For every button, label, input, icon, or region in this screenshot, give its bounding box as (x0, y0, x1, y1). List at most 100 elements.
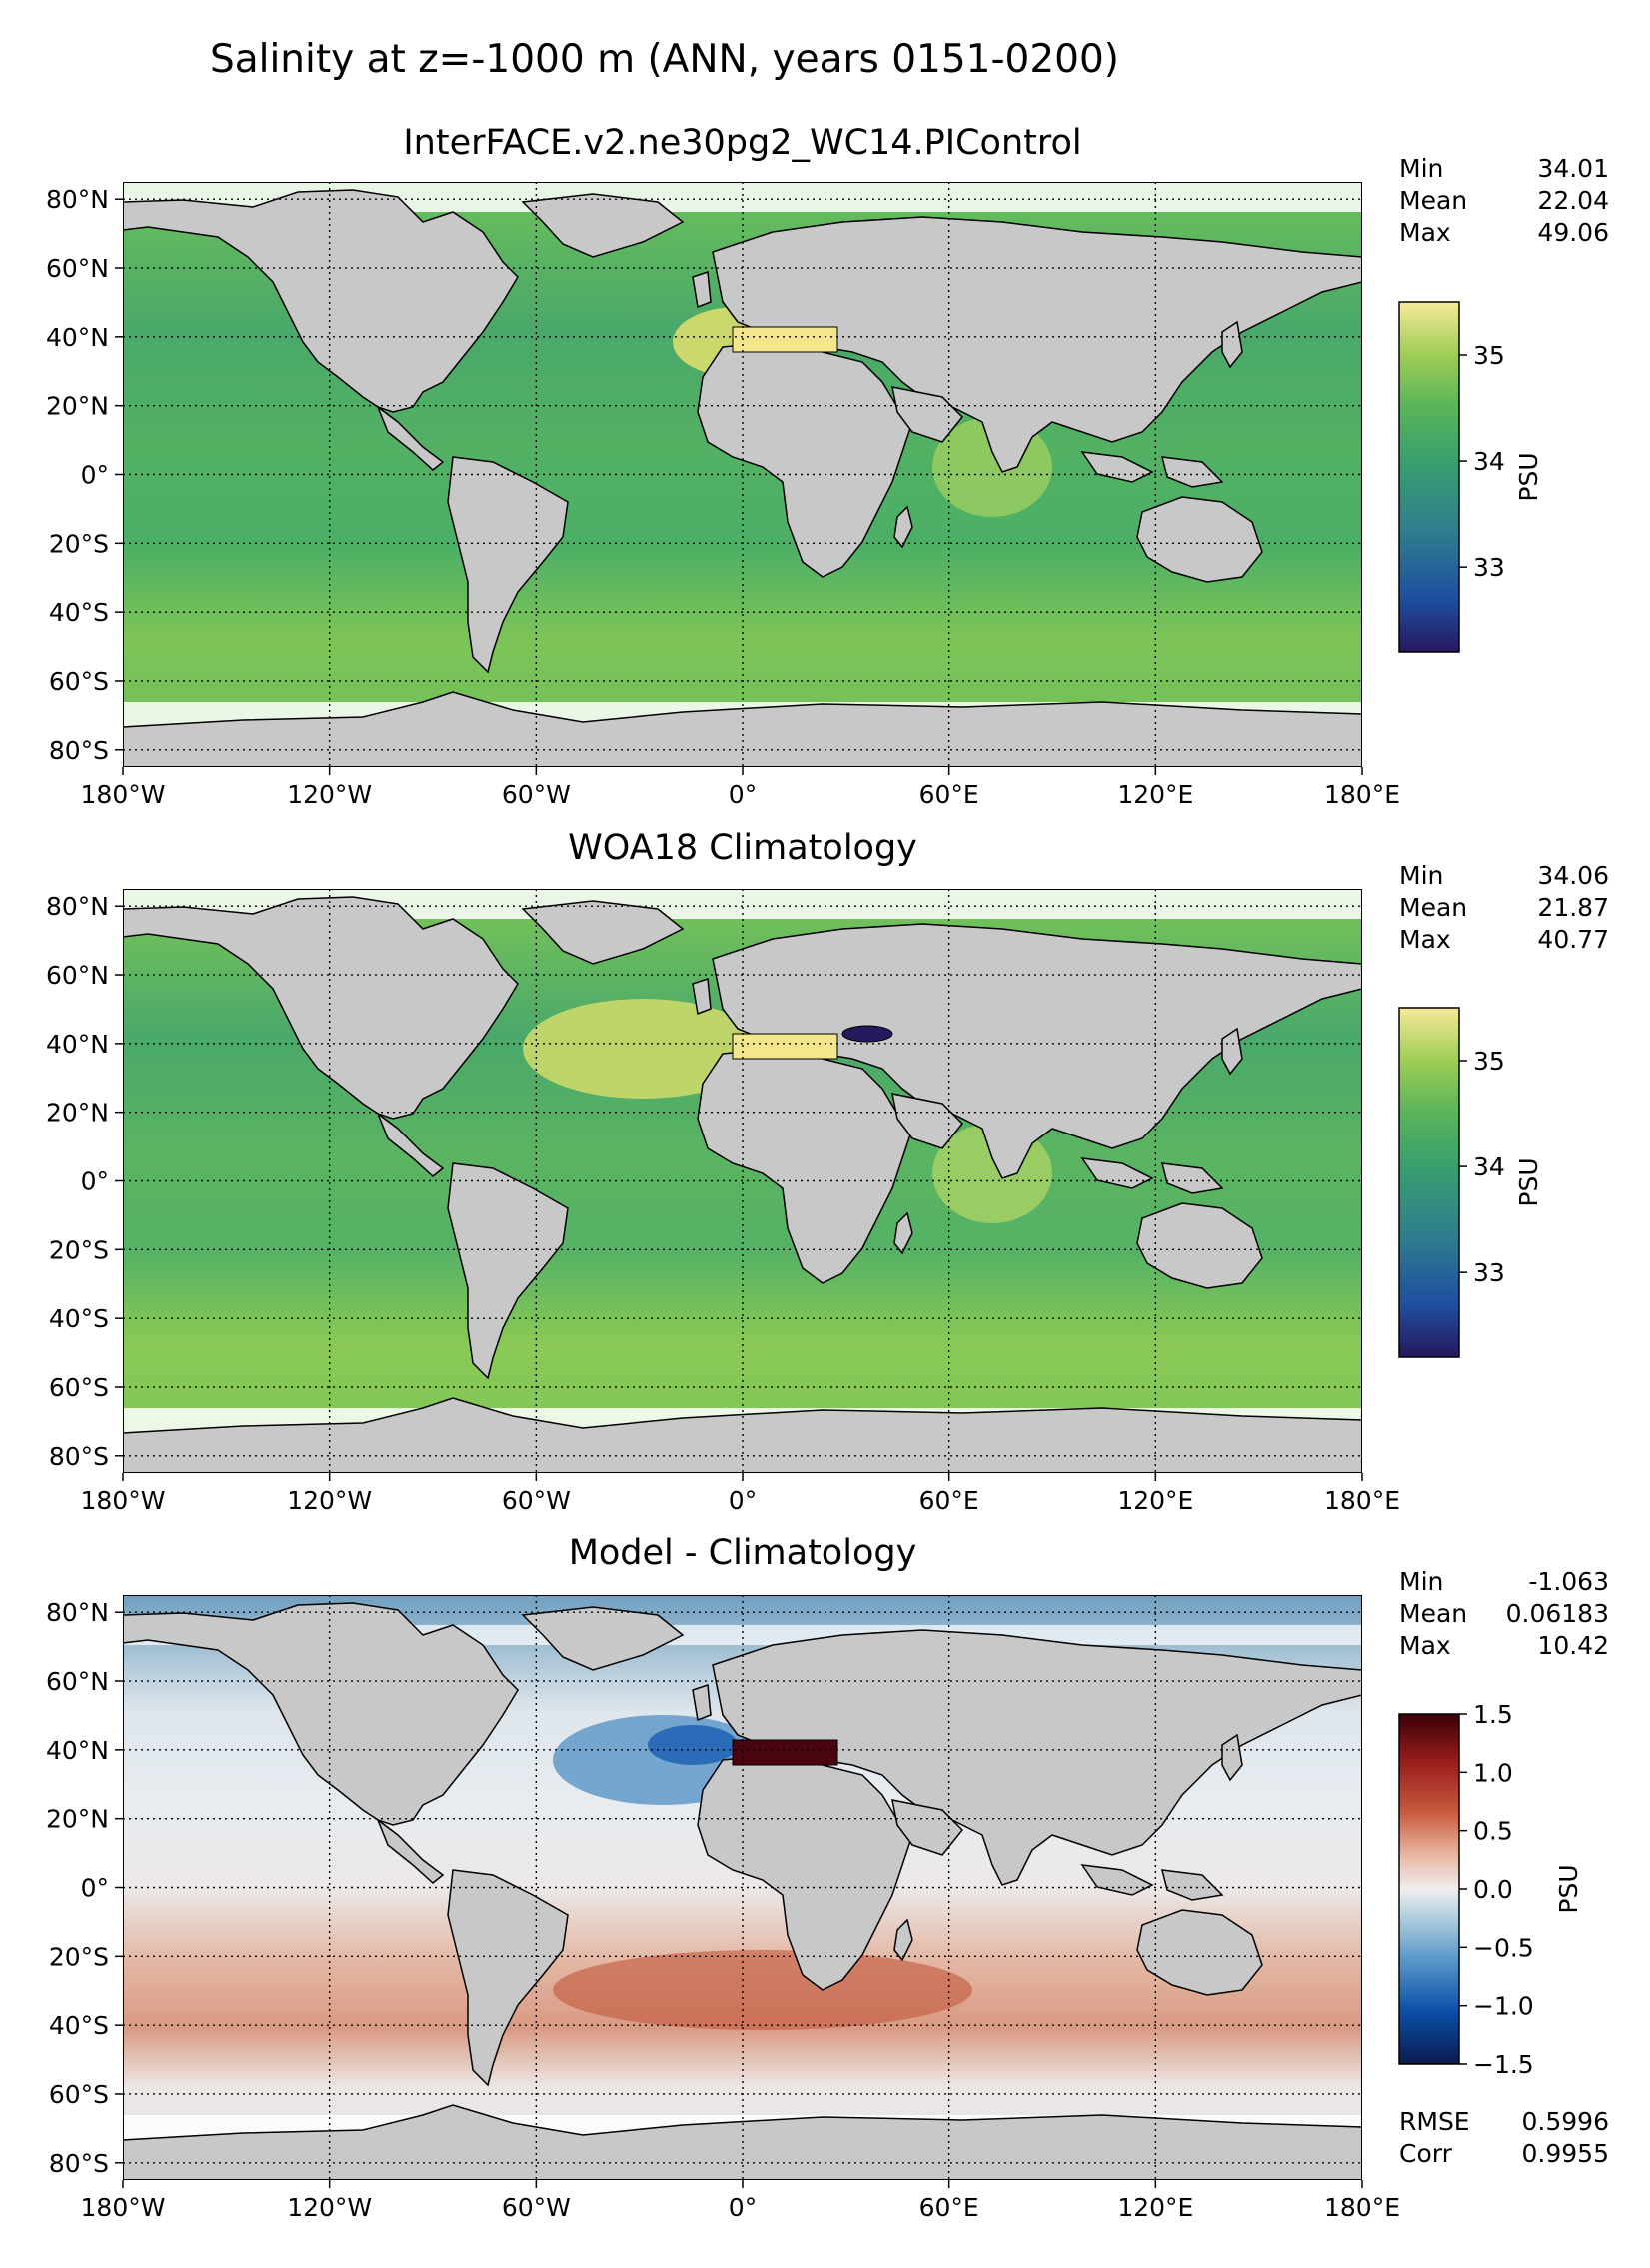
stat-value: 40.77 (1537, 925, 1609, 954)
panel-climatology: WOA18 Climatology 180°W 120°W 60°W 0° 60°E 12… (46, 828, 1609, 1515)
stat-value: 22.04 (1537, 186, 1609, 215)
figure-suptitle: Salinity at z=-1000 m (ANN, years 0151-0… (210, 37, 1119, 82)
panel-title: InterFACE.v2.ne30pg2_WC14.PIControl (403, 123, 1081, 163)
panel-model: InterFACE.v2.ne30pg2_WC14.PIControl 180°… (46, 123, 1609, 809)
stat-label: Max (1399, 1631, 1451, 1660)
stat-label: Min (1399, 154, 1443, 183)
colorbar-tick-label: 0.5 (1473, 1817, 1513, 1846)
stat-value: 10.42 (1537, 1631, 1609, 1660)
error-stats: RMSE 0.5996 Corr 0.9955 (1399, 2107, 1609, 2168)
high-salinity-atlantic (523, 999, 763, 1099)
x-axis: 180°W 120°W 60°W 0° 60°E 120°E 180°E (81, 767, 1400, 809)
stat-value: 34.01 (1537, 154, 1609, 183)
stat-label: Corr (1399, 2139, 1453, 2168)
colorbar-gradient (1398, 1007, 1460, 1358)
colorbar-gradient (1398, 1713, 1460, 2065)
x-tick-label: 0° (729, 2193, 757, 2222)
y-tick-label: 20°N (46, 1099, 109, 1128)
colorbar-tick-label: 34 (1473, 447, 1505, 476)
gridlines (123, 889, 1362, 1473)
y-tick-label: 60°S (49, 667, 109, 696)
y-tick-label: 40°S (49, 598, 109, 627)
x-tick-label: 180°W (81, 780, 166, 809)
x-tick-label: 0° (729, 1486, 757, 1515)
y-tick-label: 80°N (46, 185, 109, 214)
stat-label: Max (1399, 925, 1451, 954)
y-axis: 80°N 60°N 40°N 20°N 0° 20°S 40°S 60°S 80°S (46, 1598, 123, 2178)
x-tick-label: 60°E (919, 2193, 979, 2222)
stat-label: Max (1399, 218, 1451, 247)
colorbar: 35 34 33 PSU (1398, 301, 1543, 653)
y-tick-label: 20°N (46, 392, 109, 421)
y-tick-label: 40°N (46, 323, 109, 352)
colorbar: 35 34 33 PSU (1398, 1007, 1543, 1358)
colorbar-tick-label: −0.5 (1473, 1933, 1534, 1962)
x-tick-label: 180°E (1324, 2193, 1400, 2222)
mediterranean (732, 326, 838, 353)
colorbar-tick-label: 33 (1473, 1258, 1505, 1287)
stat-label: Min (1399, 861, 1443, 890)
stat-value: 0.5996 (1522, 2107, 1609, 2136)
mediterranean (732, 1739, 838, 1766)
colorbar-tick-label: 33 (1473, 553, 1505, 582)
y-tick-label: 60°N (46, 254, 109, 283)
y-tick-label: 40°N (46, 1030, 109, 1059)
y-tick-label: 80°N (46, 1598, 109, 1627)
stat-value: 34.06 (1537, 861, 1609, 890)
stat-value: -1.063 (1528, 1567, 1609, 1596)
x-axis: 180°W 120°W 60°W 0° 60°E 120°E 180°E (81, 2180, 1400, 2222)
map-area (123, 889, 1362, 1473)
colorbar-tick-label: 0.0 (1473, 1875, 1513, 1904)
y-tick-label: 0° (81, 1874, 109, 1903)
stat-label: Mean (1399, 893, 1467, 922)
y-tick-label: 20°S (49, 1235, 109, 1264)
y-tick-label: 0° (81, 461, 109, 490)
x-tick-label: 120°W (287, 1486, 372, 1515)
x-tick-label: 60°W (502, 780, 571, 809)
stats-block: Min 34.06 Mean 21.87 Max 40.77 (1399, 861, 1609, 954)
colorbar-label: PSU (1514, 452, 1543, 501)
panel-title: WOA18 Climatology (568, 828, 917, 868)
y-tick-label: 80°S (49, 1442, 109, 1471)
y-tick-label: 0° (81, 1167, 109, 1196)
y-tick-label: 60°N (46, 1667, 109, 1696)
colorbar-tick-label: 35 (1473, 341, 1505, 370)
y-tick-label: 60°N (46, 961, 109, 990)
x-tick-label: 60°E (919, 780, 979, 809)
stats-block: Min -1.063 Mean 0.06183 Max 10.42 (1399, 1567, 1609, 1660)
y-tick-label: 80°N (46, 892, 109, 921)
x-tick-label: 180°E (1324, 780, 1400, 809)
x-tick-label: 180°E (1324, 1486, 1400, 1515)
map-area (123, 1595, 1362, 2180)
stat-label: Mean (1399, 1599, 1467, 1628)
gridlines (123, 1595, 1362, 2180)
black-sea (841, 1025, 893, 1043)
x-tick-label: 120°E (1117, 2193, 1193, 2222)
colorbar-gradient (1398, 301, 1460, 653)
colorbar-tick-label: 34 (1473, 1152, 1505, 1181)
stat-label: Min (1399, 1567, 1443, 1596)
map-area (123, 182, 1362, 767)
x-axis: 180°W 120°W 60°W 0° 60°E 120°E 180°E (81, 1473, 1400, 1515)
y-tick-label: 20°S (49, 1942, 109, 1971)
mediterranean (732, 1033, 838, 1060)
colorbar-tick-label: 1.0 (1473, 1758, 1513, 1787)
stat-value: 21.87 (1537, 893, 1609, 922)
stat-label: RMSE (1399, 2107, 1470, 2136)
stat-value: 0.06183 (1506, 1599, 1609, 1628)
y-tick-label: 40°S (49, 2011, 109, 2040)
y-tick-label: 60°S (49, 1373, 109, 1402)
colorbar-tick-label: −1.0 (1473, 1992, 1534, 2021)
stat-value: 0.9955 (1522, 2139, 1609, 2168)
x-tick-label: 180°W (81, 2193, 166, 2222)
y-axis: 80°N 60°N 40°N 20°N 0° 20°S 40°S 60°S 80°S (46, 185, 123, 765)
stat-label: Mean (1399, 186, 1467, 215)
colorbar-label: PSU (1554, 1864, 1583, 1913)
panel-title: Model - Climatology (569, 1533, 917, 1573)
y-tick-label: 60°S (49, 2080, 109, 2109)
panel-difference: Model - Climatology 180°W 120°W 60°W 0° 60°E… (46, 1533, 1609, 2222)
negative-anomaly-core (648, 1725, 738, 1765)
colorbar-tick-label: −1.5 (1473, 2050, 1534, 2079)
y-axis: 80°N 60°N 40°N 20°N 0° 20°S 40°S 60°S 80°S (46, 892, 123, 1471)
